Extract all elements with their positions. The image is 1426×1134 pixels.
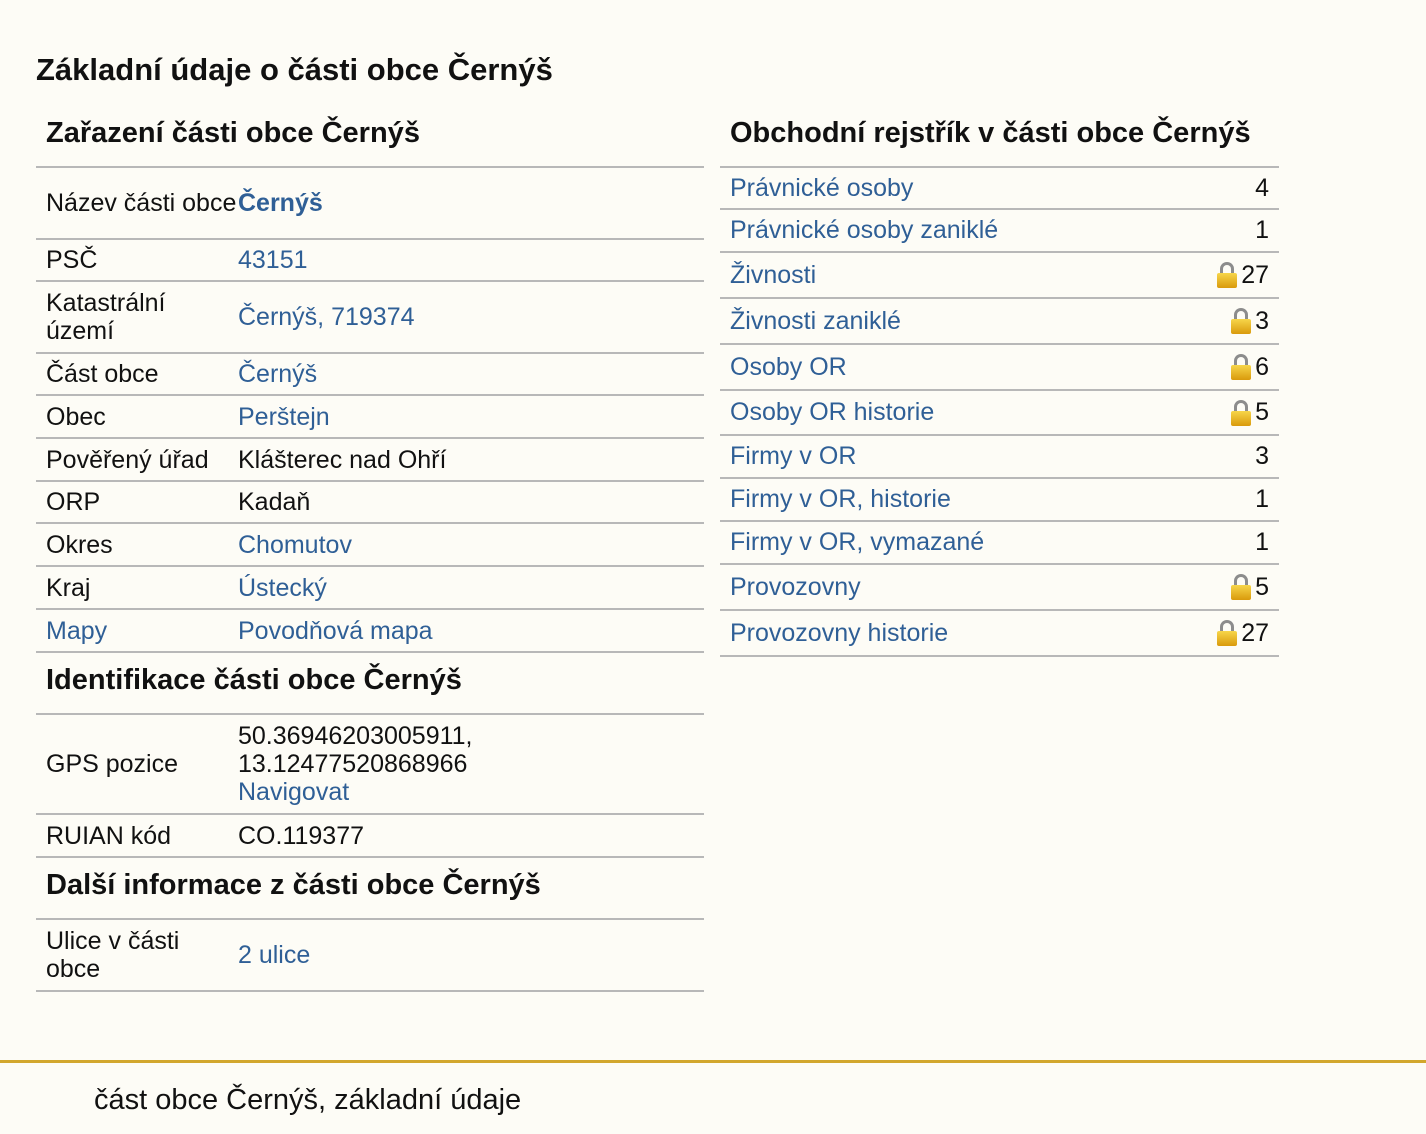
- list-item: Provozovny 5: [720, 565, 1279, 611]
- register-link[interactable]: Živnosti: [730, 260, 817, 289]
- list-item: Osoby OR 6: [720, 345, 1279, 391]
- gps-longitude: 13.12477520868966: [238, 750, 468, 778]
- count: 1: [1255, 485, 1269, 513]
- row-label: Ulice v části obce: [46, 927, 180, 983]
- table-row: Kraj Ústecký: [36, 567, 704, 610]
- lock-icon[interactable]: [1231, 354, 1252, 380]
- lock-icon[interactable]: [1231, 574, 1252, 600]
- mapy-link[interactable]: Mapy: [46, 616, 108, 645]
- obec-link[interactable]: Perštejn: [238, 402, 330, 431]
- row-label: PSČ: [46, 246, 98, 274]
- row-label: RUIAN kód: [46, 821, 172, 850]
- register-link[interactable]: Právnické osoby: [730, 173, 914, 202]
- zarazeni-section: Zařazení části obce Černýš Název části o…: [36, 110, 704, 992]
- lock-icon[interactable]: [1231, 399, 1252, 426]
- table-row: Pověřený úřad Klášterec nad Ohří: [36, 439, 704, 482]
- row-label: Okres: [46, 530, 113, 559]
- obchodni-heading: Obchodní rejstřík v části obce Černýš: [720, 110, 1279, 168]
- psc-link[interactable]: 43151: [238, 246, 308, 274]
- lock-icon[interactable]: [1217, 262, 1238, 288]
- count: 27: [1241, 618, 1269, 647]
- katastr-link[interactable]: Černýš, 719374: [238, 303, 415, 331]
- count: 4: [1255, 173, 1269, 202]
- footer-divider: [0, 1060, 1426, 1063]
- count: 6: [1255, 352, 1269, 381]
- count: 5: [1255, 572, 1269, 601]
- navigate-link[interactable]: Navigovat: [238, 778, 350, 806]
- list-item: Osoby OR historie 5: [720, 391, 1279, 436]
- table-row: PSČ 43151: [36, 240, 704, 282]
- okres-link[interactable]: Chomutov: [238, 530, 352, 559]
- count: 1: [1255, 216, 1269, 244]
- cast-obce-link[interactable]: Černýš: [238, 360, 318, 388]
- table-row: Název části obce Černýš: [36, 168, 704, 240]
- table-row: RUIAN kód CO.119377: [36, 815, 704, 858]
- table-row: GPS pozice 50.36946203005911, 13.1247752…: [36, 715, 704, 815]
- row-label: Pověřený úřad: [46, 445, 209, 474]
- flood-map-link[interactable]: Povodňová mapa: [238, 616, 433, 645]
- row-label: Název části obce: [46, 189, 237, 217]
- row-value: Kadaň: [238, 488, 311, 516]
- row-label: Obec: [46, 402, 106, 431]
- count: 3: [1255, 442, 1269, 470]
- table-row: Mapy Povodňová mapa: [36, 610, 704, 653]
- lock-icon[interactable]: [1217, 620, 1238, 646]
- zarazeni-heading: Zařazení části obce Černýš: [36, 110, 704, 168]
- row-label: GPS pozice: [46, 750, 179, 778]
- register-link[interactable]: Osoby OR: [730, 352, 847, 381]
- count: 1: [1255, 528, 1269, 556]
- register-link[interactable]: Živnosti zaniklé: [730, 306, 901, 335]
- count: 27: [1241, 260, 1269, 289]
- list-item: Firmy v OR 3: [720, 436, 1279, 479]
- table-row: Katastrální území Černýš, 719374: [36, 282, 704, 354]
- list-item: Firmy v OR, historie 1: [720, 479, 1279, 522]
- row-label: ORP: [46, 488, 101, 516]
- identifikace-heading: Identifikace části obce Černýš: [36, 653, 704, 715]
- ruian-value: CO.119377: [238, 821, 365, 850]
- kraj-link[interactable]: Ústecký: [238, 573, 327, 602]
- register-link[interactable]: Právnické osoby zaniklé: [730, 216, 999, 244]
- row-label: Kraj: [46, 573, 91, 602]
- row-label: Katastrální území: [46, 289, 166, 345]
- list-item: Firmy v OR, vymazané 1: [720, 522, 1279, 565]
- streets-link[interactable]: 2 ulice: [238, 941, 311, 969]
- table-row: Ulice v části obce 2 ulice: [36, 920, 704, 992]
- gps-latitude: 50.36946203005911,: [238, 722, 473, 750]
- obchodni-section: Obchodní rejstřík v části obce Černýš Pr…: [720, 110, 1279, 657]
- count: 3: [1255, 306, 1269, 335]
- page-title: Základní údaje o části obce Černýš: [36, 52, 553, 87]
- count: 5: [1255, 398, 1269, 426]
- register-link[interactable]: Provozovny historie: [730, 618, 949, 647]
- table-row: ORP Kadaň: [36, 482, 704, 524]
- list-item: Právnické osoby 4: [720, 168, 1279, 210]
- list-item: Živnosti 27: [720, 253, 1279, 299]
- register-link[interactable]: Firmy v OR, historie: [730, 485, 951, 513]
- row-value: Klášterec nad Ohří: [238, 445, 447, 474]
- list-item: Provozovny historie 27: [720, 611, 1279, 657]
- register-link[interactable]: Provozovny: [730, 572, 861, 601]
- list-item: Právnické osoby zaniklé 1: [720, 210, 1279, 253]
- part-name-link[interactable]: Černýš: [238, 189, 323, 217]
- table-row: Obec Perštejn: [36, 396, 704, 439]
- register-link[interactable]: Firmy v OR: [730, 442, 857, 470]
- footer-caption: část obce Černýš, základní údaje: [94, 1084, 522, 1116]
- list-item: Živnosti zaniklé 3: [720, 299, 1279, 345]
- register-link[interactable]: Firmy v OR, vymazané: [730, 528, 985, 556]
- lock-icon[interactable]: [1231, 308, 1252, 334]
- row-label: Část obce: [46, 360, 159, 388]
- register-link[interactable]: Osoby OR historie: [730, 398, 935, 426]
- table-row: Okres Chomutov: [36, 524, 704, 567]
- dalsi-heading: Další informace z části obce Černýš: [36, 858, 704, 920]
- table-row: Část obce Černýš: [36, 354, 704, 396]
